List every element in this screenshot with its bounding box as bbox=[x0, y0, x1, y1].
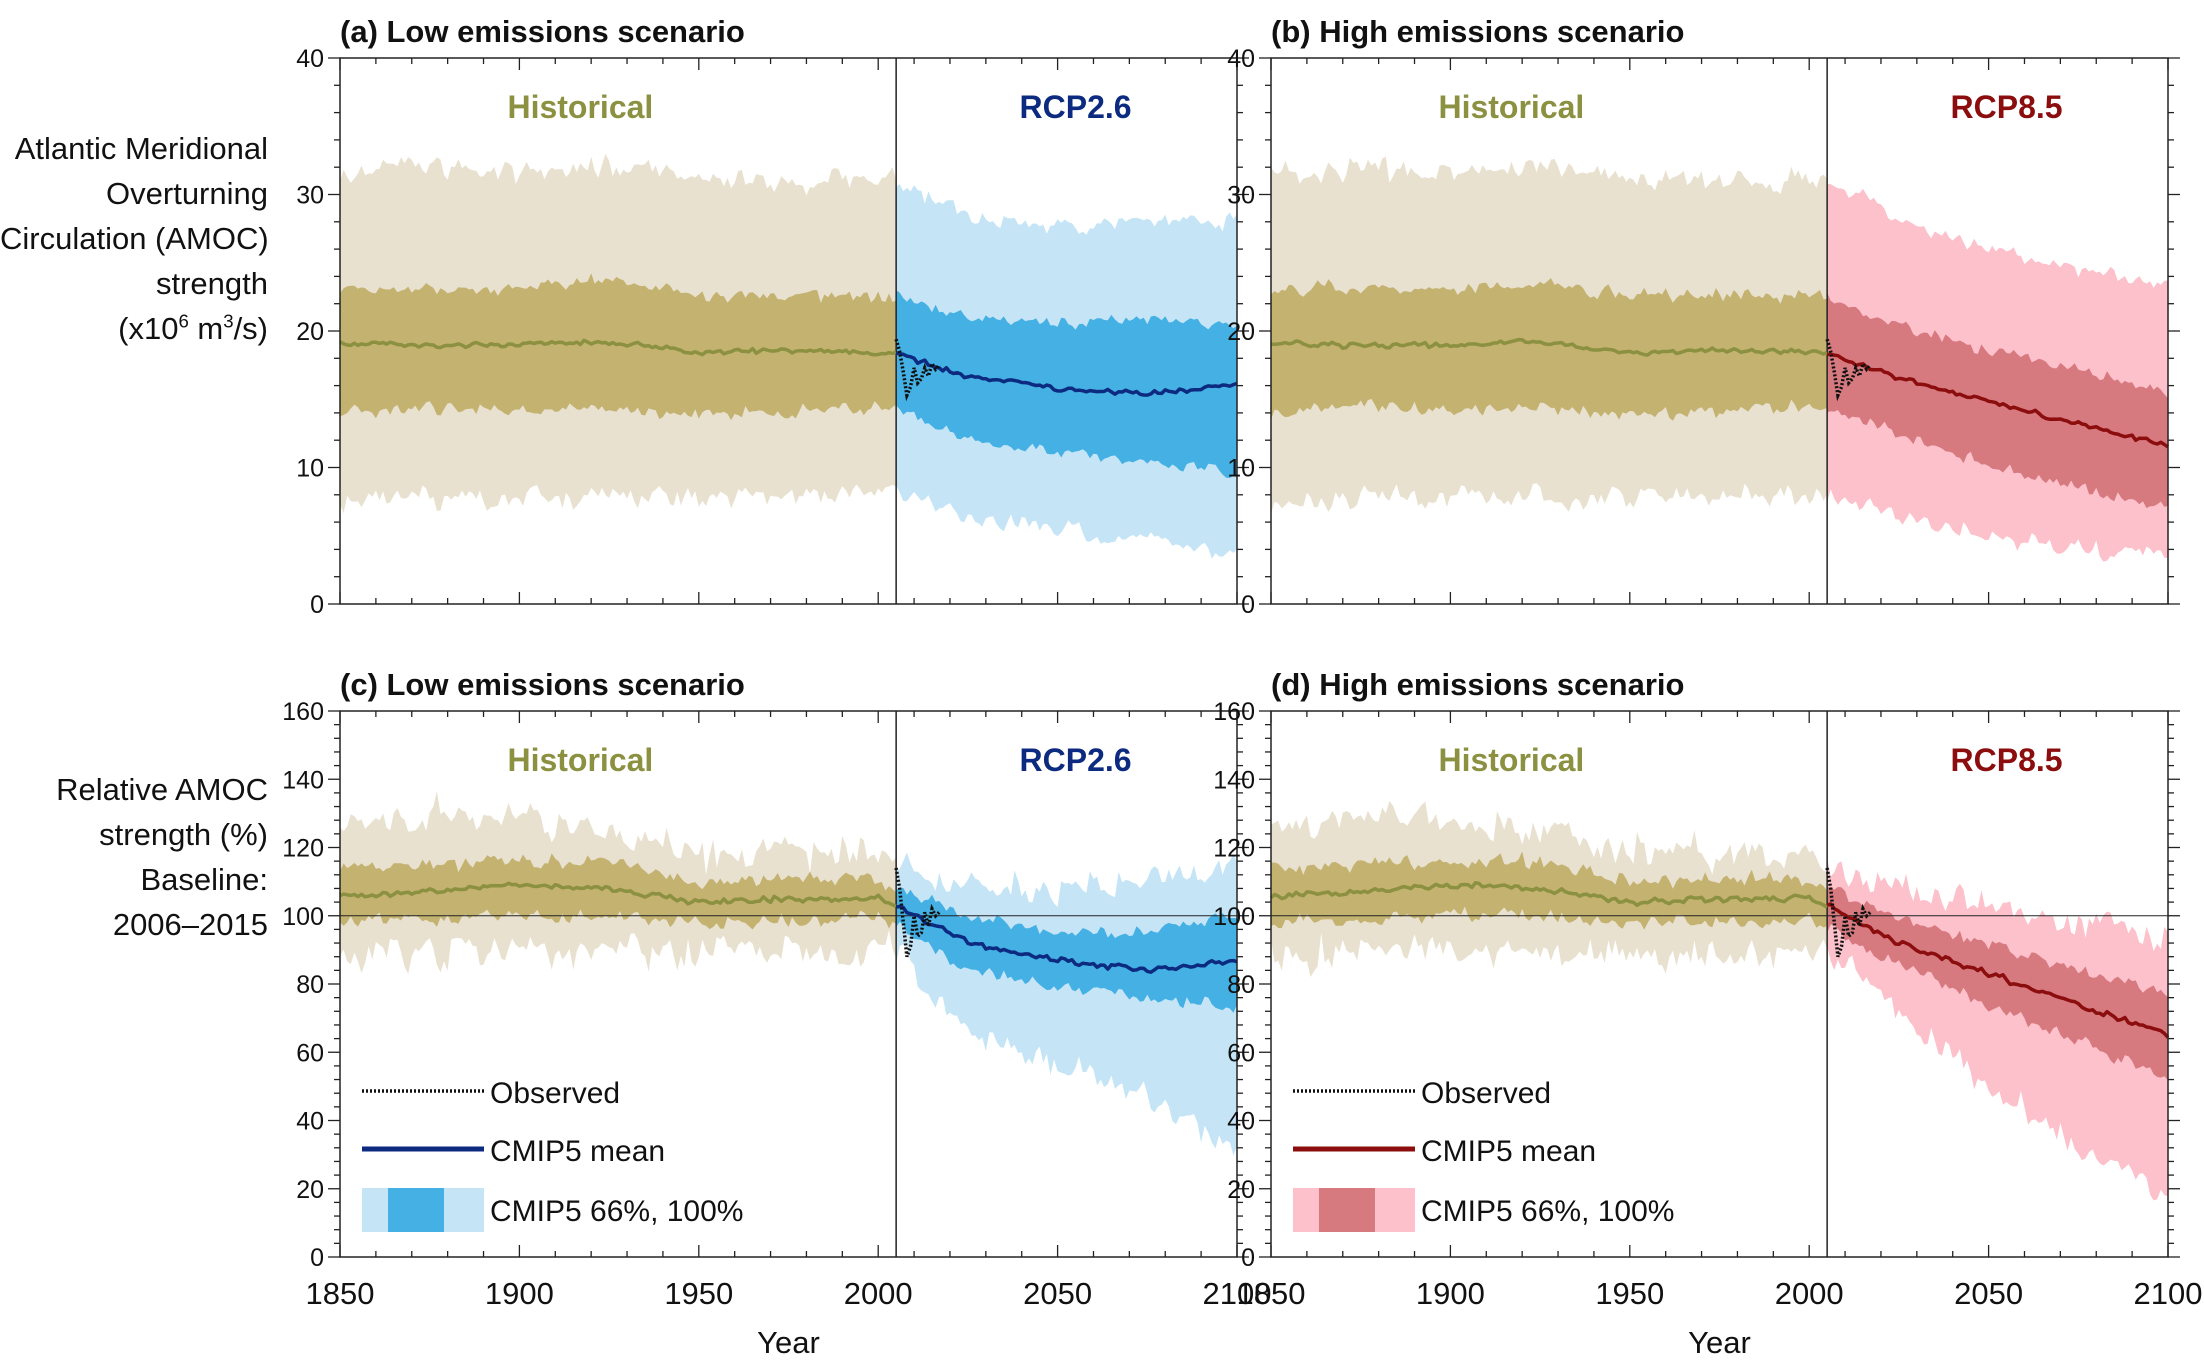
legend-band-66-swatch bbox=[1319, 1188, 1375, 1232]
legend-bands-label: CMIP5 66%, 100% bbox=[1421, 1195, 1674, 1228]
y-tick-label: 0 bbox=[1241, 591, 1255, 619]
y-label-top-line-1: Atlantic Meridional bbox=[14, 131, 268, 166]
y-tick-label: 40 bbox=[296, 1108, 324, 1136]
y-tick-label: 100 bbox=[1213, 903, 1255, 931]
historical-band-66 bbox=[1271, 278, 1828, 421]
scenario-period-label: RCP8.5 bbox=[1951, 89, 2063, 125]
historical-band-66 bbox=[340, 273, 897, 421]
y-label-bottom-line-3: Baseline: bbox=[140, 862, 268, 897]
legend-mean-label: CMIP5 mean bbox=[1421, 1135, 1596, 1168]
historical-mean-line bbox=[339, 881, 897, 908]
observed-line bbox=[894, 338, 941, 402]
y-tick-label: 0 bbox=[310, 591, 324, 619]
observed-line bbox=[894, 867, 941, 958]
legend-band-66-swatch bbox=[388, 1188, 444, 1232]
y-label-bottom-line-4: 2006–2015 bbox=[112, 907, 268, 942]
legend-observed-label: Observed bbox=[490, 1077, 620, 1110]
scenario-mean-line bbox=[1826, 902, 2170, 1039]
x-tick-label: 1850 bbox=[1237, 1276, 1306, 1311]
scenario-mean-line bbox=[1826, 352, 2169, 449]
y-tick-label: 30 bbox=[296, 182, 324, 210]
x-tick-label: 2050 bbox=[1023, 1276, 1092, 1311]
historical-period-label: Historical bbox=[1438, 742, 1584, 778]
observed-line bbox=[1825, 867, 1872, 958]
y-tick-label: 10 bbox=[1227, 455, 1255, 483]
scenario-band-66 bbox=[896, 888, 1237, 1013]
observed-line bbox=[1825, 338, 1872, 402]
y-tick-label: 30 bbox=[1227, 182, 1255, 210]
y-tick-label: 20 bbox=[296, 1176, 324, 1204]
y-tick-label: 40 bbox=[296, 45, 324, 73]
y-tick-label: 0 bbox=[310, 1244, 324, 1272]
y-tick-label: 140 bbox=[1213, 766, 1255, 794]
panel-a: 0 10 20 30 40 (a) Low emissions scenario Histo… bbox=[296, 14, 1249, 619]
historical-period-label: Historical bbox=[1438, 89, 1584, 125]
y-tick-label: 100 bbox=[282, 903, 324, 931]
y-tick-label: 20 bbox=[1227, 318, 1255, 346]
y-label-top-line-2: Overturning bbox=[106, 176, 268, 211]
panel-b: 0 10 20 30 40 (b) High emissions scenario Hist… bbox=[1227, 14, 2180, 619]
y-tick-label: 140 bbox=[282, 766, 324, 794]
x-tick-label: 1900 bbox=[485, 1276, 554, 1311]
y-label-bottom-line-2: strength (%) bbox=[99, 817, 268, 852]
historical-mean-line bbox=[1269, 880, 1829, 909]
scenario-mean-line bbox=[895, 351, 1238, 397]
panel-d: 0 20 40 60 80 100 120 140 160 1850 1900 1950 2000 205… bbox=[1213, 667, 2202, 1360]
panel-title: (d) High emissions scenario bbox=[1271, 667, 1684, 702]
y-tick-label: 0 bbox=[1241, 1244, 1255, 1272]
x-axis-title: Year bbox=[757, 1325, 820, 1360]
panel-title: (b) High emissions scenario bbox=[1271, 14, 1684, 49]
scenario-period-label: RCP2.6 bbox=[1020, 742, 1132, 778]
y-tick-label: 160 bbox=[1213, 698, 1255, 726]
y-tick-label: 120 bbox=[1213, 835, 1255, 863]
panel-title: (c) Low emissions scenario bbox=[340, 667, 745, 702]
y-axis-label-bottom: Relative AMOC strength (%) Baseline: 200… bbox=[0, 767, 268, 947]
y-tick-label: 20 bbox=[1227, 1176, 1255, 1204]
x-tick-label: 2000 bbox=[1775, 1276, 1844, 1311]
historical-mean-line bbox=[1270, 337, 1828, 357]
legend-observed-label: Observed bbox=[1421, 1077, 1551, 1110]
scenario-band-66 bbox=[896, 290, 1237, 478]
x-tick-label: 1950 bbox=[1595, 1276, 1664, 1311]
legend-bands-label: CMIP5 66%, 100% bbox=[490, 1195, 743, 1228]
x-tick-label: 1950 bbox=[664, 1276, 733, 1311]
y-label-top-units: (x106 m3/s) bbox=[118, 310, 268, 346]
y-tick-label: 10 bbox=[296, 455, 324, 483]
y-tick-label: 80 bbox=[1227, 971, 1255, 999]
y-tick-label: 60 bbox=[1227, 1039, 1255, 1067]
y-label-top-line-3: Circulation (AMOC) bbox=[0, 221, 269, 256]
x-tick-label: 2050 bbox=[1954, 1276, 2023, 1311]
historical-period-label: Historical bbox=[507, 89, 653, 125]
x-axis-title: Year bbox=[1688, 1325, 1751, 1360]
x-tick-label: 2100 bbox=[2134, 1276, 2203, 1311]
historical-period-label: Historical bbox=[507, 742, 653, 778]
panel-title: (a) Low emissions scenario bbox=[340, 14, 745, 49]
y-label-top-line-4: strength bbox=[155, 266, 268, 301]
x-tick-label: 1900 bbox=[1416, 1276, 1485, 1311]
y-axis-label-top: Atlantic Meridional Overturning Circulat… bbox=[0, 126, 269, 351]
scenario-period-label: RCP8.5 bbox=[1951, 742, 2063, 778]
scenario-mean-line bbox=[896, 904, 1238, 974]
x-tick-label: 2100 bbox=[1203, 1276, 1272, 1311]
scenario-band-100 bbox=[896, 852, 1237, 1156]
x-tick-label: 2000 bbox=[844, 1276, 913, 1311]
scenario-band-66 bbox=[1827, 292, 2168, 509]
y-tick-label: 40 bbox=[1227, 45, 1255, 73]
x-tick-label: 1850 bbox=[306, 1276, 375, 1311]
y-tick-label: 120 bbox=[282, 835, 324, 863]
y-tick-label: 40 bbox=[1227, 1108, 1255, 1136]
scenario-band-66 bbox=[1827, 886, 2168, 1081]
y-tick-label: 160 bbox=[282, 698, 324, 726]
legend-mean-label: CMIP5 mean bbox=[490, 1135, 665, 1168]
y-tick-label: 60 bbox=[296, 1039, 324, 1067]
historical-mean-line bbox=[339, 338, 897, 357]
y-tick-label: 80 bbox=[296, 971, 324, 999]
y-label-bottom-line-1: Relative AMOC bbox=[56, 772, 268, 807]
scenario-period-label: RCP2.6 bbox=[1020, 89, 1132, 125]
y-tick-label: 20 bbox=[296, 318, 324, 346]
panel-c: 0 20 40 60 80 100 120 140 160 1850 1900 1950 2000 205… bbox=[282, 667, 1271, 1360]
